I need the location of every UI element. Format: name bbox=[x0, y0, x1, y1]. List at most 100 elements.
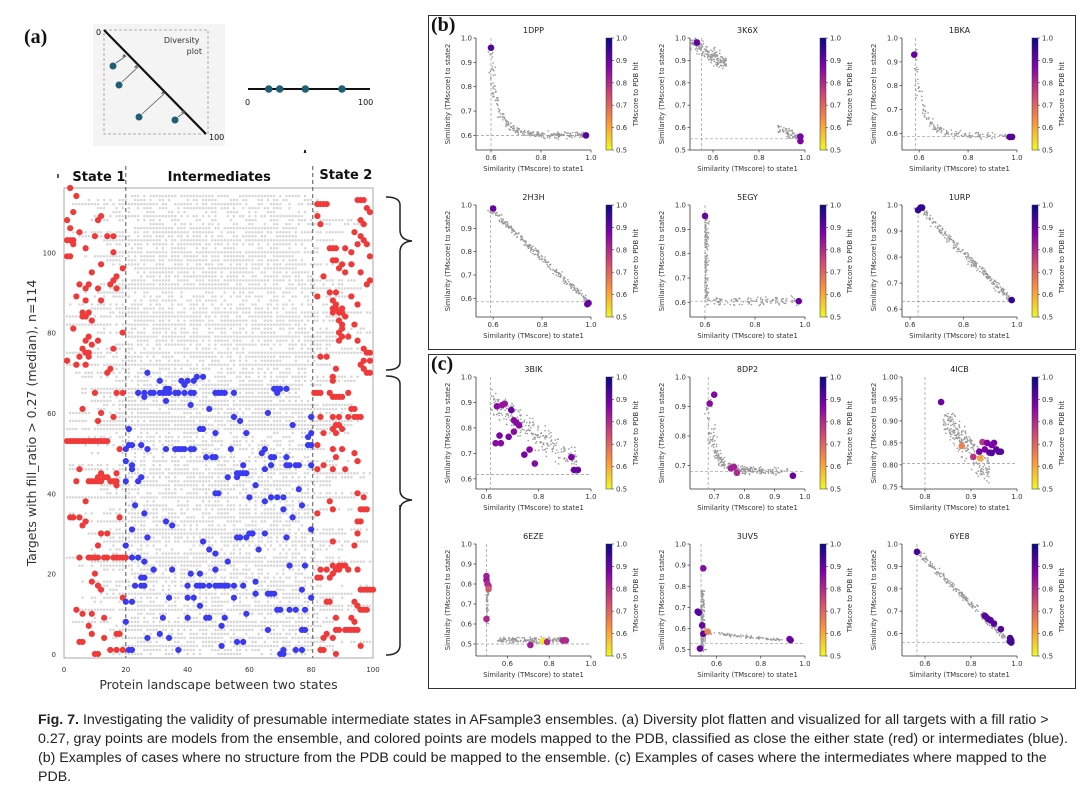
ensemble-point bbox=[208, 576, 211, 579]
ensemble-point bbox=[267, 444, 270, 447]
ensemble-point bbox=[332, 605, 335, 608]
ensemble-point bbox=[193, 420, 196, 423]
ensemble-point bbox=[313, 605, 316, 608]
ensemble-point bbox=[165, 287, 168, 290]
ensemble-point bbox=[217, 480, 220, 483]
ensemble-point bbox=[273, 484, 276, 487]
ensemble-point bbox=[270, 609, 273, 612]
ensemble-point bbox=[121, 580, 124, 583]
ensemble-point bbox=[301, 580, 304, 583]
ensemble-point bbox=[193, 432, 196, 435]
ensemble-point bbox=[171, 436, 174, 439]
ensemble-point bbox=[196, 364, 199, 367]
ensemble-point bbox=[239, 315, 242, 318]
ensemble-point bbox=[332, 408, 335, 411]
ensemble-point bbox=[205, 355, 208, 358]
ensemble-point bbox=[217, 335, 220, 338]
ensemble-point bbox=[239, 364, 242, 367]
ensemble-point bbox=[248, 335, 251, 338]
ensemble-point bbox=[217, 472, 220, 475]
ensemble-point bbox=[245, 359, 248, 362]
ensemble-point bbox=[270, 645, 273, 648]
ensemble-point bbox=[165, 271, 168, 274]
ensemble-point bbox=[128, 629, 131, 632]
ensemble-point bbox=[100, 536, 103, 539]
ensemble-point bbox=[223, 319, 226, 322]
ensemble-point bbox=[230, 279, 233, 282]
ensemble-point bbox=[180, 400, 183, 403]
ensemble-point bbox=[276, 572, 279, 575]
ensemble-point bbox=[276, 452, 279, 455]
ensemble-point bbox=[227, 275, 230, 278]
ensemble-point bbox=[227, 488, 230, 491]
ensemble-point bbox=[223, 649, 226, 652]
ensemble-point bbox=[128, 295, 131, 298]
ensemble-point bbox=[152, 428, 155, 431]
ensemble-point bbox=[174, 516, 177, 519]
ensemble-point bbox=[279, 400, 282, 403]
ensemble-point bbox=[230, 629, 233, 632]
ensemble-point bbox=[279, 564, 282, 567]
ensemble-point bbox=[174, 400, 177, 403]
ensemble-point bbox=[350, 592, 353, 595]
ensemble-point bbox=[270, 339, 273, 342]
ensemble-point bbox=[307, 605, 310, 608]
ensemble-point bbox=[254, 364, 257, 367]
schematic-title: Diversity bbox=[164, 36, 200, 45]
ensemble-point bbox=[285, 468, 288, 471]
ensemble-point bbox=[211, 637, 214, 640]
ensemble-point bbox=[251, 355, 254, 358]
ensemble-point bbox=[304, 641, 307, 644]
ensemble-point bbox=[149, 613, 152, 616]
ensemble-point bbox=[186, 492, 189, 495]
ensemble-point bbox=[143, 504, 146, 507]
ensemble-point bbox=[227, 601, 230, 604]
ensemble-point bbox=[236, 496, 239, 499]
ensemble-point bbox=[328, 460, 331, 463]
ensemble-point bbox=[248, 271, 251, 274]
ensemble-point bbox=[165, 488, 168, 491]
ensemble-point bbox=[362, 472, 365, 475]
ensemble-point bbox=[350, 605, 353, 608]
ensemble-point bbox=[146, 508, 149, 511]
ensemble-point bbox=[338, 279, 341, 282]
ensemble-point bbox=[267, 315, 270, 318]
ensemble-point bbox=[304, 601, 307, 604]
ensemble-point bbox=[248, 592, 251, 595]
ensemble-point bbox=[189, 576, 192, 579]
ensemble-point bbox=[239, 592, 242, 595]
ensemble-point bbox=[288, 633, 291, 636]
ensemble-point bbox=[128, 311, 131, 314]
ensemble-point bbox=[180, 556, 183, 559]
ensemble-point bbox=[304, 476, 307, 479]
ensemble-point bbox=[257, 584, 260, 587]
ensemble-point bbox=[273, 460, 276, 463]
ensemble-point bbox=[230, 351, 233, 354]
ensemble-point bbox=[220, 327, 223, 330]
ensemble-point bbox=[205, 315, 208, 318]
ensemble-point bbox=[304, 311, 307, 314]
ensemble-point bbox=[248, 605, 251, 608]
ensemble-point bbox=[121, 307, 124, 310]
ensemble-point bbox=[112, 372, 115, 375]
ensemble-point bbox=[103, 283, 106, 286]
ensemble-point bbox=[307, 271, 310, 274]
ensemble-point bbox=[100, 520, 103, 523]
ensemble-point bbox=[159, 576, 162, 579]
ensemble-point bbox=[143, 364, 146, 367]
ensemble-point bbox=[202, 621, 205, 624]
ensemble-point bbox=[152, 601, 155, 604]
ensemble-point bbox=[131, 625, 134, 628]
ensemble-point bbox=[267, 355, 270, 358]
ensemble-point bbox=[288, 400, 291, 403]
ensemble-point bbox=[199, 351, 202, 354]
ensemble-point bbox=[325, 532, 328, 535]
ensemble-point bbox=[223, 576, 226, 579]
ensemble-point bbox=[227, 496, 230, 499]
ensemble-point bbox=[97, 331, 100, 334]
ensemble-point bbox=[239, 283, 242, 286]
ensemble-point bbox=[137, 335, 140, 338]
ensemble-point bbox=[239, 484, 242, 487]
ensemble-point bbox=[63, 596, 66, 599]
ensemble-point bbox=[177, 376, 180, 379]
